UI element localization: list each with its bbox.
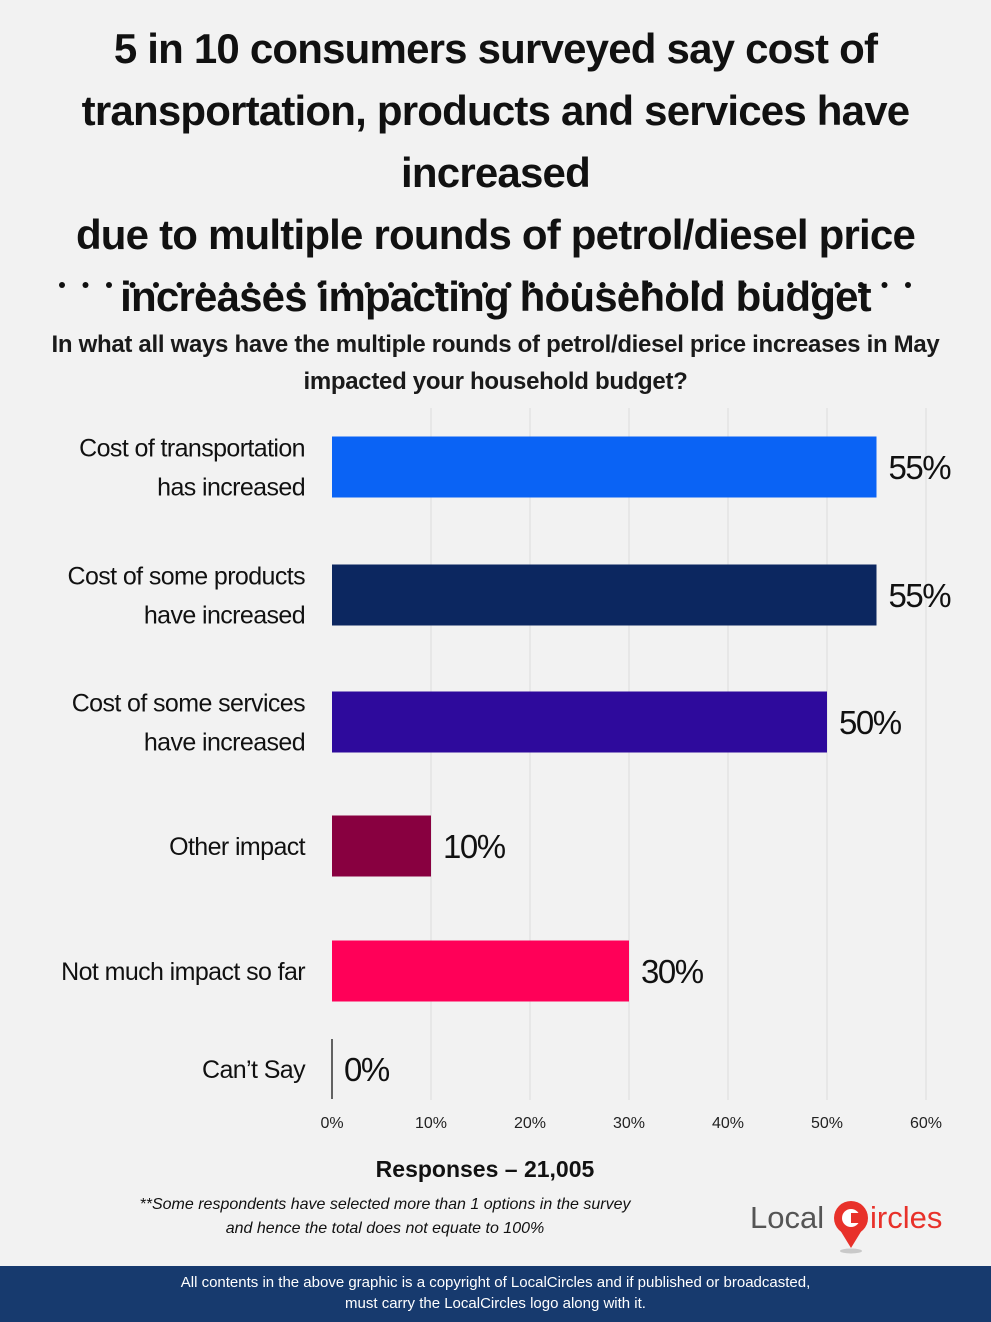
divider-dot: [717, 282, 723, 288]
divider-dot: [881, 282, 888, 288]
divider-dot: [529, 282, 535, 288]
bar-value-label: 10%: [443, 828, 506, 865]
divider-dot: [811, 282, 817, 288]
x-tick-label: 20%: [514, 1115, 546, 1132]
x-tick-label: 0%: [320, 1115, 343, 1132]
headline-line-1: 5 in 10 consumers surveyed say cost of: [113, 25, 878, 72]
divider-dot: [200, 282, 206, 288]
divider-dot: [458, 282, 465, 288]
headline: 5 in 10 consumers surveyed say cost of t…: [30, 18, 961, 328]
category-label: have increased: [144, 729, 305, 757]
logo-text-ircles: ircles: [870, 1200, 942, 1235]
divider-dot: [388, 282, 394, 288]
divider-dot: [364, 282, 371, 288]
divider-dot: [646, 282, 653, 288]
copyright-footer: All contents in the above graphic is a c…: [0, 1266, 991, 1322]
category-label: Other impact: [169, 833, 306, 861]
category-label: Cost of some products: [67, 563, 305, 591]
survey-question: In what all ways have the multiple round…: [30, 326, 961, 400]
divider-dot: [858, 282, 864, 288]
x-tick-label: 50%: [811, 1115, 843, 1132]
divider-dot: [247, 282, 253, 288]
divider-dot: [787, 282, 794, 288]
divider-dot: [106, 282, 112, 288]
localcircles-logo: Local ircles: [750, 1200, 942, 1254]
bar-value-label: 30%: [641, 953, 704, 990]
divider-dot: [482, 282, 488, 288]
divider-dot: [599, 282, 606, 288]
divider-dot: [153, 282, 159, 288]
category-label: Cost of transportation: [79, 435, 305, 463]
divider-dot: [552, 282, 559, 288]
bar-chart: 0% 10% 20% 30% 40% 50% 60% 55% Cost of transport…: [61, 408, 953, 1132]
divider-dot: [764, 282, 770, 288]
divider-dot: [129, 282, 136, 288]
category-label: have increased: [144, 602, 305, 630]
responses-count: Responses – 21,005: [375, 1156, 595, 1182]
divider-dot: [176, 282, 183, 288]
question-line-2: impacted your household budget?: [303, 368, 688, 395]
dotted-divider: [59, 282, 911, 288]
bar: [332, 564, 877, 626]
bar: [332, 940, 629, 1002]
logo-text-local: Local: [750, 1200, 824, 1235]
footnote-line-2: and hence the total does not equate to 1…: [225, 1220, 545, 1237]
bar: [332, 436, 877, 498]
question-line-1: In what all ways have the multiple round…: [51, 331, 940, 358]
x-tick-label: 40%: [712, 1115, 744, 1132]
headline-line-2: transportation, products and services ha…: [81, 87, 910, 196]
footnote-line-1: **Some respondents have selected more th…: [139, 1196, 631, 1213]
x-tick-label: 30%: [613, 1115, 645, 1132]
footnote: **Some respondents have selected more th…: [60, 1193, 710, 1241]
divider-dot: [740, 282, 747, 288]
divider-dot: [576, 282, 582, 288]
divider-dot: [59, 282, 65, 288]
divider-dot: [670, 282, 676, 288]
category-label: Can’t Say: [202, 1056, 306, 1084]
divider-dot: [834, 282, 841, 288]
location-pin-icon: [834, 1201, 868, 1254]
divider-dot: [270, 282, 277, 288]
divider-dot: [411, 282, 418, 288]
bar: [332, 691, 827, 753]
bar-value-label: 50%: [839, 704, 902, 741]
divider-dot: [905, 282, 911, 288]
category-label: has increased: [157, 474, 305, 502]
divider-dot: [693, 282, 700, 288]
divider-dot: [317, 282, 324, 288]
divider-dot: [294, 282, 300, 288]
headline-line-4: increases impacting household budget: [120, 273, 871, 320]
divider-dot: [82, 282, 89, 288]
category-label: Not much impact so far: [61, 958, 305, 986]
divider-dot: [341, 282, 347, 288]
x-tick-label: 60%: [910, 1115, 942, 1132]
x-tick-label: 10%: [415, 1115, 447, 1132]
divider-dot: [505, 282, 512, 288]
headline-line-3: due to multiple rounds of petrol/diesel …: [75, 211, 916, 258]
category-label: Cost of some services: [72, 690, 305, 718]
bar-value-label: 0%: [344, 1051, 390, 1088]
footer-line-2: must carry the LocalCircles logo along w…: [345, 1295, 646, 1312]
bar-value-label: 55%: [889, 577, 952, 614]
bar: [332, 815, 431, 877]
divider-dot: [623, 282, 629, 288]
footer-line-1: All contents in the above graphic is a c…: [180, 1274, 811, 1291]
bar-value-label: 55%: [889, 449, 952, 486]
divider-dot: [223, 282, 230, 288]
divider-dot: [435, 282, 441, 288]
